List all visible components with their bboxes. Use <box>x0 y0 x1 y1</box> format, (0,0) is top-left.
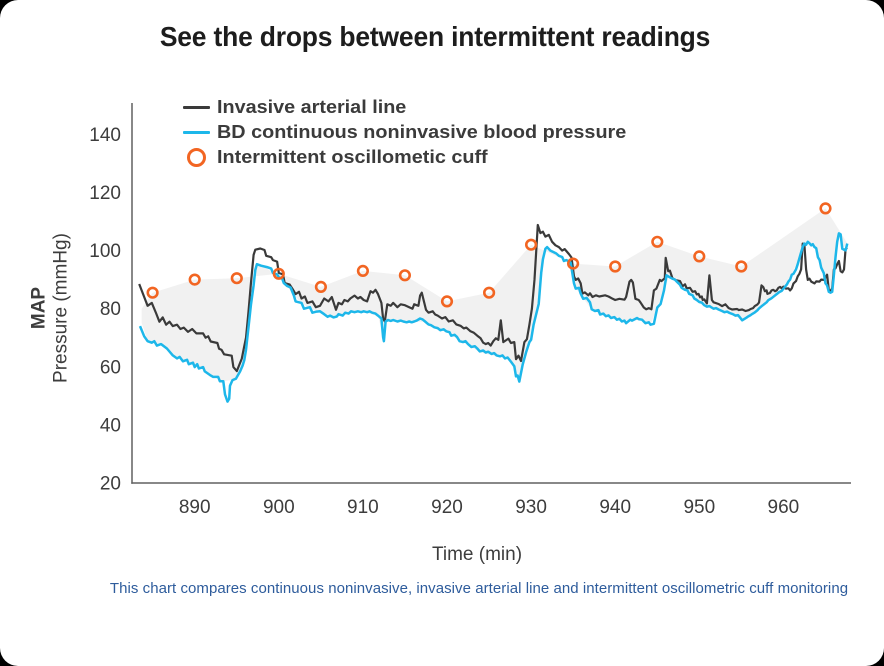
cuff-point <box>819 202 832 215</box>
chart-caption: This chart compares continuous noninvasi… <box>109 579 849 597</box>
bd-line <box>138 232 849 403</box>
cuff-point <box>146 286 159 299</box>
x-tick-label: 930 <box>515 497 547 518</box>
y-axis-tick-labels: 20 40 60 80 100 120 140 <box>89 125 121 495</box>
x-tick-label: 960 <box>768 497 800 518</box>
y-tick-label: 80 <box>100 299 121 320</box>
legend-label: Invasive arterial line <box>217 97 407 117</box>
y-tick-label: 40 <box>100 415 121 436</box>
cuff-point <box>483 286 496 299</box>
legend-label: BD continuous noninvasive blood pressure <box>217 122 627 142</box>
cuff-point <box>440 295 454 308</box>
x-axis-tick-labels: 890 900 910 920 930 940 950 960 <box>179 497 799 518</box>
cuff-point <box>230 272 243 285</box>
legend-item-bd: BD continuous noninvasive blood pressure <box>183 120 626 145</box>
x-axis-title: Time (min) <box>431 544 523 565</box>
x-tick-label: 940 <box>599 497 631 518</box>
cuff-point <box>356 264 370 278</box>
cuff-point <box>566 257 580 270</box>
cuff-point <box>735 260 748 273</box>
chart-title: See the drops between intermittent readi… <box>159 21 710 52</box>
y-tick-label: 120 <box>89 183 121 204</box>
legend-label: Intermittent oscillometic cuff <box>217 147 488 167</box>
legend-item-cuff: Intermittent oscillometic cuff <box>183 145 589 170</box>
y-tick-label: 100 <box>89 241 121 262</box>
y-axis-title-line2: Pressure (mmHg) <box>50 233 71 383</box>
legend-item-invasive: Invasive arterial line <box>183 95 589 120</box>
x-tick-label: 950 <box>683 497 715 518</box>
y-axis-title-line1: MAP <box>28 286 50 330</box>
cuff-point <box>693 250 706 263</box>
bd-line-swatch <box>183 131 210 134</box>
y-tick-label: 20 <box>100 474 121 495</box>
cuff-point <box>314 280 328 294</box>
x-tick-label: 910 <box>347 497 379 518</box>
y-tick-label: 140 <box>89 125 121 146</box>
x-tick-label: 890 <box>179 497 211 518</box>
cuff-point <box>188 273 201 286</box>
invasive-line-swatch <box>183 106 210 109</box>
cuff-point <box>524 238 538 251</box>
cuff-point <box>398 269 412 282</box>
cuff-ring-swatch <box>183 148 210 167</box>
y-axis-title: MAP Pressure (mmHg) <box>29 233 72 383</box>
cuff-point <box>272 267 285 280</box>
cuff-point <box>651 235 664 248</box>
y-tick-label: 60 <box>100 357 121 378</box>
x-tick-label: 900 <box>263 497 295 518</box>
cuff-point <box>609 260 622 273</box>
x-tick-label: 920 <box>431 497 463 518</box>
cuff-points <box>146 202 832 308</box>
chart-legend: Invasive arterial line BD continuous non… <box>183 95 626 170</box>
